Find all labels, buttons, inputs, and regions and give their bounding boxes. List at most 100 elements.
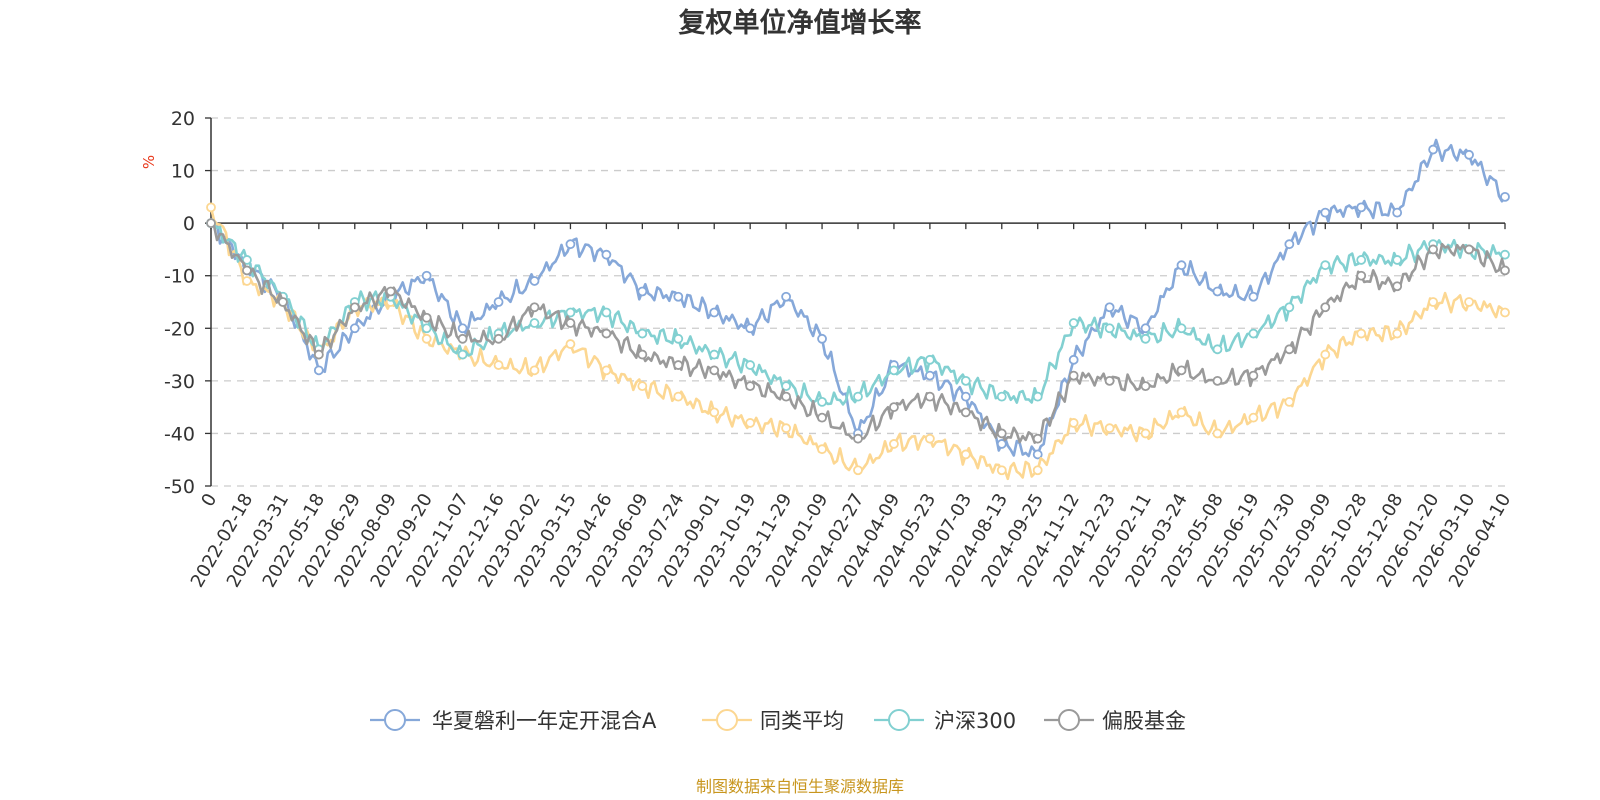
data-point [385,286,396,297]
chart-title: 复权单位净值增长率 [679,7,922,39]
legend-item[interactable]: 华夏磐利一年定开混合A [370,709,657,733]
data-point [781,423,792,434]
data-point [529,302,540,313]
data-point [565,318,576,328]
data-point [889,402,899,413]
data-point [1248,370,1259,381]
data-point [996,439,1007,449]
data-point [924,354,935,365]
data-point [421,270,432,281]
data-point [1212,428,1223,439]
series-line [210,138,1507,458]
data-point [960,375,971,386]
data-point [1284,302,1295,313]
data-point [960,407,971,418]
data-point [421,312,432,323]
data-point [1500,307,1510,318]
data-point [1104,375,1115,386]
data-point [565,339,576,349]
data-point [421,323,432,334]
data-point [709,407,720,418]
data-point [1500,265,1510,276]
data-point [745,360,756,370]
data-point [996,428,1007,439]
data-point [1212,375,1223,386]
data-point [565,307,576,318]
data-point [313,365,324,376]
data-point [1104,423,1115,434]
legend-item[interactable]: 偏股基金 [1044,709,1186,733]
data-point [457,333,468,344]
data-point [1248,328,1259,339]
data-point [924,370,935,381]
series-lines [206,138,1510,481]
data-point [745,381,756,392]
data-point [1392,328,1403,339]
data-point [1104,302,1115,313]
data-point [996,391,1007,402]
data-point [1392,207,1403,218]
series-0 [206,138,1510,460]
data-point [1284,239,1295,250]
data-point [457,323,468,334]
data-point [1140,323,1151,334]
data-point [529,276,540,286]
data-point [1068,354,1079,365]
data-point [242,255,252,265]
data-point [853,391,863,402]
data-point [960,391,971,402]
data-point [637,328,648,339]
y-tick-label: 0 [183,213,195,235]
data-point [529,365,540,376]
y-axis-unit: % [140,155,158,169]
series-2 [206,218,1510,407]
legend-item[interactable]: 沪深300 [874,709,1016,733]
data-point [781,391,792,402]
data-point [960,449,971,460]
data-source-note: 制图数据来自恒生聚源数据库 [696,777,904,796]
data-point [313,349,324,360]
data-point [996,465,1007,476]
data-point [781,291,792,302]
data-point [1068,370,1079,381]
data-point [637,381,648,392]
data-point [637,349,648,360]
y-tick-label: -20 [164,318,195,340]
data-point [853,465,863,476]
data-point [1212,344,1223,355]
data-point [1176,323,1187,334]
legend-label: 华夏磐利一年定开混合A [432,709,657,733]
data-point [493,297,504,307]
data-point [1212,286,1223,297]
data-point [745,418,756,428]
data-point [709,365,720,376]
y-tick-label: 20 [171,108,195,130]
legend-item[interactable]: 同类平均 [702,709,844,733]
data-point [1428,144,1439,155]
data-point [1464,149,1474,160]
data-point [206,202,216,213]
data-point [1176,365,1187,376]
data-point [242,276,252,286]
y-tick-label: -50 [164,476,195,498]
data-point [421,333,432,344]
data-point [1176,260,1187,271]
data-point [1248,412,1259,423]
data-point [242,265,252,276]
data-point [601,249,612,260]
data-point [277,297,288,307]
data-point [673,360,684,370]
data-point [745,323,756,334]
data-point [349,302,360,313]
data-point [457,349,468,360]
data-point [1356,255,1367,265]
data-point [206,218,216,229]
legend: 华夏磐利一年定开混合A 同类平均 沪深300 偏股基金 [370,709,1186,733]
data-point [1032,449,1043,460]
data-point [1428,297,1439,307]
data-point [1356,328,1367,339]
y-tick-label: -30 [164,371,195,393]
data-point [1320,349,1331,360]
data-point [1068,318,1079,328]
data-point [493,333,504,344]
